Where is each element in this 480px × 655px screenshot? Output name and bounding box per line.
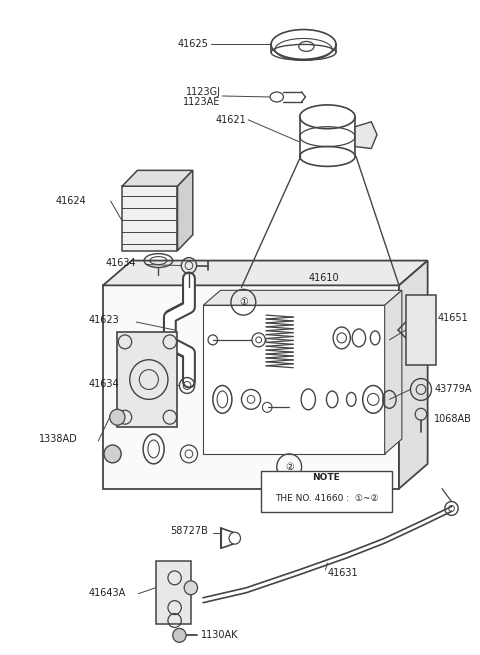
Circle shape xyxy=(104,445,121,463)
Text: 41631: 41631 xyxy=(327,568,358,578)
Bar xyxy=(203,305,384,454)
Polygon shape xyxy=(355,122,377,149)
Text: 1123GJ: 1123GJ xyxy=(185,87,220,97)
Text: 41643A: 41643A xyxy=(89,588,126,598)
Polygon shape xyxy=(203,290,402,305)
Text: ①: ① xyxy=(239,297,248,307)
Polygon shape xyxy=(156,561,191,624)
Polygon shape xyxy=(406,295,436,365)
Text: 41634: 41634 xyxy=(89,379,120,388)
Text: 41610: 41610 xyxy=(308,273,339,284)
Polygon shape xyxy=(384,290,402,454)
Circle shape xyxy=(110,409,125,425)
Text: 41634: 41634 xyxy=(106,257,136,267)
Circle shape xyxy=(173,628,186,643)
Text: 1068AB: 1068AB xyxy=(434,414,472,424)
Text: 41651: 41651 xyxy=(437,313,468,323)
Text: 1123AE: 1123AE xyxy=(183,97,220,107)
Text: ②: ② xyxy=(285,462,294,472)
Polygon shape xyxy=(178,170,193,251)
Polygon shape xyxy=(103,261,428,286)
Text: 1130AK: 1130AK xyxy=(202,630,239,641)
Text: 41624: 41624 xyxy=(55,196,86,206)
Text: 1338AD: 1338AD xyxy=(39,434,78,444)
Text: 43779A: 43779A xyxy=(434,384,472,394)
Polygon shape xyxy=(399,261,428,489)
Text: THE NO. 41660 :  ①~②: THE NO. 41660 : ①~② xyxy=(275,494,378,503)
Bar xyxy=(261,471,392,512)
Polygon shape xyxy=(122,170,193,186)
Text: 58727B: 58727B xyxy=(170,526,208,536)
Bar xyxy=(103,286,399,489)
Circle shape xyxy=(184,581,198,595)
Text: 41621: 41621 xyxy=(216,115,246,124)
Polygon shape xyxy=(117,332,178,427)
Text: 41623: 41623 xyxy=(89,315,120,325)
Bar xyxy=(122,186,178,251)
Text: 41625: 41625 xyxy=(177,39,208,49)
Text: NOTE: NOTE xyxy=(312,473,340,482)
